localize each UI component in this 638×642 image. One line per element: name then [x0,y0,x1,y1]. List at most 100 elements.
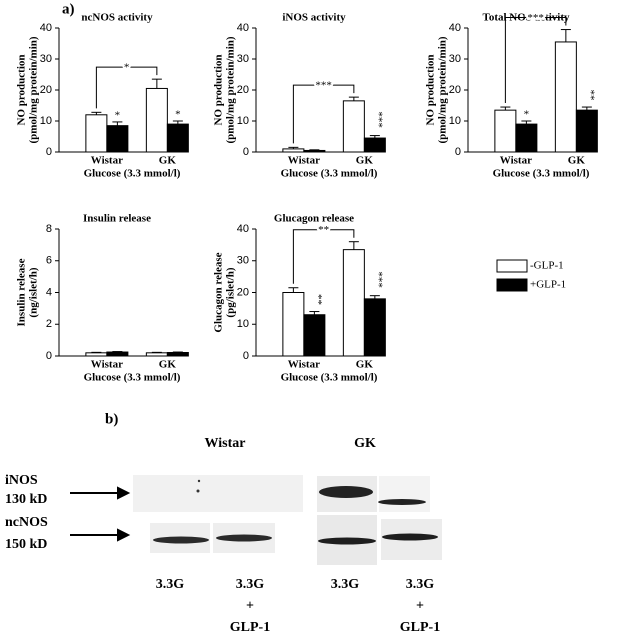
bracket-label: *** [315,80,332,92]
x-axis-label: Glucose (3.3 mmol/l) [281,372,378,384]
bracket [504,17,567,104]
y-axis-label: (pmol/mg protein/min) [437,36,449,143]
lane-label: 3.3G [331,577,360,592]
y-axis-label: NO production [425,54,437,125]
bar [85,114,108,153]
y-tick-label: 0 [243,146,249,158]
bar [106,125,129,153]
group-label: Wistar [205,436,246,451]
group-label: GK [354,436,376,451]
y-axis-label: (pmol/mg protein/min) [28,36,40,143]
y-axis-label: NO production [213,54,225,125]
bar [106,351,129,357]
bar [145,352,168,357]
y-tick-label: 10 [237,318,249,330]
significance: * [175,109,181,121]
bracket [95,66,158,109]
blot-image [133,475,442,565]
y-tick-label: 4 [46,286,52,298]
lane-label: 3.3G [236,577,265,592]
y-tick-label: 30 [449,53,461,65]
bar [303,149,326,153]
y-tick-label: 40 [40,22,52,34]
bar [363,298,386,357]
y-tick-label: 0 [455,146,461,158]
x-axis-label: Glucose (3.3 mmol/l) [84,168,181,180]
chart-title: Glucagon release [274,213,354,225]
x-tick-label: GK [568,155,586,167]
y-axis-label: Insulin release [16,258,28,326]
bar [342,249,365,357]
y-tick-label: 6 [46,255,52,267]
bar [166,352,189,357]
significance: ** [584,90,596,101]
bar [166,123,189,153]
bar [145,87,168,153]
lane-label: 3.3G [406,577,435,592]
lane-label: GLP-1 [230,620,270,635]
y-tick-label: 10 [40,115,52,127]
legend-label: +GLP-1 [530,279,566,291]
x-axis-label: Glucose (3.3 mmol/l) [84,372,181,384]
x-tick-label: Wistar [288,155,320,167]
lane-label: 3.3G [156,577,185,592]
y-tick-label: 30 [40,53,52,65]
y-tick-label: 20 [237,84,249,96]
bar [85,352,108,357]
y-axis-label: NO production [16,54,28,125]
significance: *** [372,271,384,288]
y-axis-label: (ng/islet/h) [28,267,40,317]
x-axis-label: Glucose (3.3 mmol/l) [281,168,378,180]
bar [282,292,305,357]
x-tick-label: Wistar [91,359,123,371]
lane-label: + [246,599,254,614]
y-tick-label: 10 [449,115,461,127]
significance: ** [312,294,324,305]
significance: *** [372,111,384,128]
significance: * [524,109,530,121]
bar [282,148,305,153]
y-tick-label: 40 [449,22,461,34]
arrows [70,486,131,542]
x-tick-label: GK [159,359,177,371]
y-tick-label: 8 [46,223,52,235]
y-tick-label: 30 [237,255,249,267]
row-label: 150 kD [5,537,47,552]
significance: * [115,109,121,121]
lane-label: GLP-1 [400,620,440,635]
x-tick-label: Wistar [500,155,532,167]
x-tick-label: GK [356,359,374,371]
panel-label: b) [105,411,118,427]
bar [303,314,326,357]
y-tick-label: 20 [40,84,52,96]
bar [575,109,598,153]
y-axis-label: (pg/islet/h) [225,267,237,317]
y-axis-label: (pmol/mg protein/min) [225,36,237,143]
y-tick-label: 0 [46,350,52,362]
y-axis-label: Glucagon release [213,252,225,332]
bracket-label: * [124,62,130,74]
y-tick-label: 30 [237,53,249,65]
y-tick-label: 0 [243,350,249,362]
bracket [292,229,355,284]
lane-label: + [416,599,424,614]
legend-swatch [496,259,528,273]
bracket [292,84,355,144]
bar [494,109,517,153]
bar [554,41,577,153]
x-tick-label: Wistar [91,155,123,167]
row-label: 130 kD [5,492,47,507]
y-tick-label: 40 [237,22,249,34]
bar [515,123,538,153]
y-tick-label: 20 [449,84,461,96]
row-label: iNOS [5,473,38,488]
bar [342,100,365,153]
panel-label: a) [62,1,75,17]
x-tick-label: Wistar [288,359,320,371]
y-tick-label: 20 [237,286,249,298]
legend-label: -GLP-1 [530,260,564,272]
x-tick-label: GK [356,155,374,167]
y-tick-label: 40 [237,223,249,235]
y-tick-label: 2 [46,318,52,330]
